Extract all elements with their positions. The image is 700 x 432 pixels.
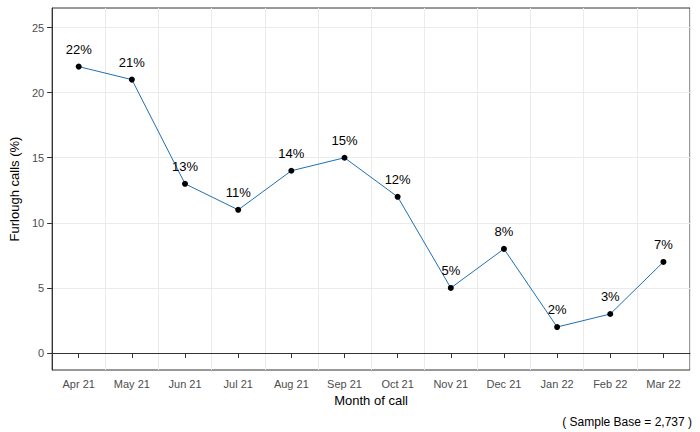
svg-text:2%: 2%	[548, 302, 567, 317]
svg-text:( Sample Base = 2,737 ): ( Sample Base = 2,737 )	[562, 415, 692, 429]
svg-text:Dec 21: Dec 21	[487, 378, 522, 390]
svg-text:Sep 21: Sep 21	[327, 378, 362, 390]
svg-text:Apr 21: Apr 21	[63, 378, 95, 390]
svg-text:Aug 21: Aug 21	[274, 378, 309, 390]
svg-text:20: 20	[32, 87, 44, 99]
svg-text:May 21: May 21	[114, 378, 150, 390]
svg-text:Jul 21: Jul 21	[223, 378, 252, 390]
svg-text:Furlough calls (%): Furlough calls (%)	[7, 137, 22, 242]
svg-text:Feb 22: Feb 22	[593, 378, 627, 390]
svg-text:5: 5	[38, 282, 44, 294]
svg-text:7%: 7%	[654, 237, 673, 252]
svg-text:15%: 15%	[331, 133, 357, 148]
svg-text:22%: 22%	[66, 42, 92, 57]
svg-text:8%: 8%	[495, 224, 514, 239]
svg-text:0: 0	[38, 347, 44, 359]
svg-text:Nov 21: Nov 21	[433, 378, 468, 390]
svg-text:14%: 14%	[278, 146, 304, 161]
svg-text:15: 15	[32, 152, 44, 164]
svg-text:3%: 3%	[601, 289, 620, 304]
svg-text:13%: 13%	[172, 159, 198, 174]
svg-text:21%: 21%	[119, 55, 145, 70]
svg-text:12%: 12%	[385, 172, 411, 187]
svg-text:11%: 11%	[226, 185, 251, 200]
svg-text:Mar 22: Mar 22	[646, 378, 680, 390]
svg-text:25: 25	[32, 22, 44, 34]
svg-text:5%: 5%	[441, 263, 460, 278]
svg-text:10: 10	[32, 217, 44, 229]
svg-text:Jun 21: Jun 21	[169, 378, 202, 390]
svg-text:Oct 21: Oct 21	[381, 378, 413, 390]
svg-text:Jan 22: Jan 22	[541, 378, 574, 390]
svg-text:Month of call: Month of call	[334, 393, 408, 408]
